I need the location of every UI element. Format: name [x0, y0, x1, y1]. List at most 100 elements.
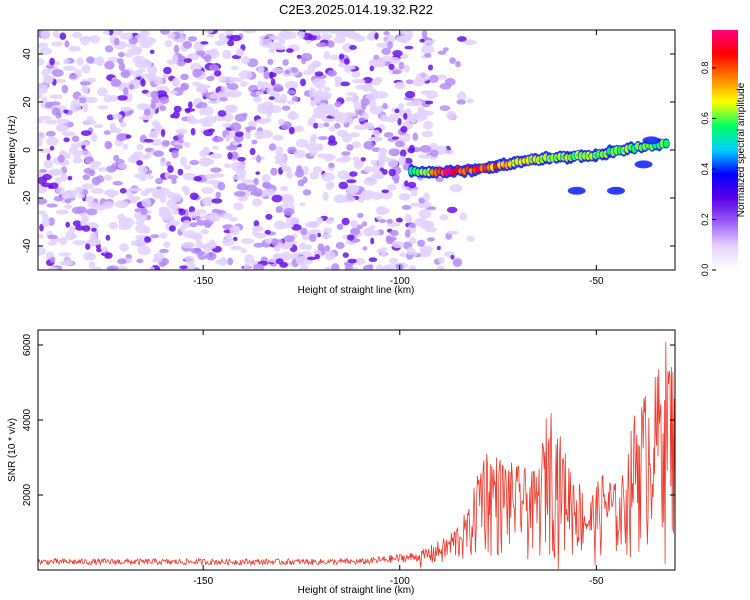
heatmap-cell	[370, 237, 375, 245]
heatmap-cell	[295, 256, 310, 266]
snr-plot-area	[38, 341, 675, 570]
heatmap-cell	[284, 195, 293, 202]
heatmap-cell	[302, 189, 312, 196]
heatmap-cell	[412, 99, 423, 107]
heatmap-cell	[324, 266, 332, 270]
heatmap-cell	[177, 138, 184, 144]
heatmap-cell	[227, 39, 235, 47]
heatmap-cell	[334, 101, 342, 108]
colorbar-tick-label: 0.6	[700, 112, 710, 125]
heatmap-cell	[352, 257, 366, 265]
heatmap-cell	[317, 153, 328, 159]
heatmap-cell	[72, 158, 83, 164]
heatmap-cell	[387, 41, 393, 50]
heatmap-cell	[414, 217, 428, 227]
heatmap-cell	[117, 163, 128, 170]
heatmap-cell	[361, 221, 368, 227]
heatmap-cell	[103, 94, 112, 103]
heatmap-cell	[398, 155, 407, 166]
snr-y-axis: 2000 4000 6000	[22, 333, 675, 506]
heatmap-cell	[390, 229, 399, 237]
heatmap-cell	[364, 191, 371, 201]
heatmap-cell	[244, 126, 257, 131]
heatmap-cell	[140, 155, 150, 160]
heatmap-cell	[173, 44, 180, 54]
heatmap-cell	[222, 237, 235, 247]
heatmap-cell	[130, 198, 138, 204]
heatmap-cell	[148, 266, 155, 270]
heatmap-cell	[91, 133, 98, 142]
heatmap-cell	[171, 178, 177, 184]
heatmap-cell	[376, 264, 383, 270]
heatmap-cell	[162, 214, 175, 222]
heatmap-cell	[250, 91, 257, 97]
heatmap-cell	[264, 229, 271, 235]
heatmap-cell	[296, 54, 302, 59]
heatmap-cell	[120, 122, 127, 128]
heatmap-cell	[256, 154, 262, 163]
heatmap-cell	[403, 133, 411, 142]
heatmap-cell	[356, 160, 365, 166]
heatmap-cell	[316, 232, 322, 238]
heatmap-cell	[184, 164, 192, 170]
heatmap-cell	[355, 84, 367, 90]
heatmap-cell	[201, 158, 215, 166]
heatmap-cell	[333, 122, 341, 129]
heatmap-cell	[140, 78, 146, 87]
heatmap-cell	[137, 165, 148, 174]
heatmap-cell	[71, 206, 84, 214]
heatmap-cell	[38, 137, 43, 147]
spectrogram-y-axis: -40 -20 0 20 40	[22, 48, 675, 253]
heatmap-cell	[183, 186, 190, 196]
heatmap-cell	[265, 213, 273, 220]
heatmap-cell	[287, 100, 295, 105]
heatmap-cell	[155, 177, 164, 185]
heatmap-cell	[200, 41, 209, 45]
heatmap-cell	[408, 265, 417, 270]
heatmap-cell	[90, 188, 104, 194]
heatmap-cell	[249, 148, 256, 156]
colorbar-tick-label: 0.0	[700, 264, 710, 277]
heatmap-cell	[320, 234, 332, 239]
heatmap-cell	[394, 108, 400, 114]
heatmap-cell	[341, 217, 350, 226]
heatmap-cell	[227, 257, 234, 266]
heatmap-cell	[63, 65, 77, 72]
heatmap-cell	[140, 207, 148, 216]
heatmap-cell	[117, 58, 124, 65]
heatmap-cell	[104, 60, 115, 70]
heatmap-cell	[231, 161, 246, 172]
heatmap-cell	[327, 181, 335, 187]
heatmap-cell	[38, 246, 47, 256]
heatmap-cell	[85, 243, 91, 250]
heatmap-cell	[351, 141, 361, 149]
heatmap-cell	[277, 118, 286, 126]
heatmap-cell	[299, 202, 306, 207]
heatmap-cell	[368, 264, 374, 269]
heatmap-cell	[200, 228, 209, 235]
heatmap-cell	[333, 194, 347, 204]
heatmap-cell	[147, 174, 154, 180]
heatmap-cell	[103, 30, 110, 35]
heatmap-cell	[159, 105, 167, 111]
heatmap-cell	[335, 242, 345, 249]
heatmap-cell	[309, 233, 317, 242]
heatmap-cell	[362, 246, 368, 251]
heatmap-cell	[204, 30, 214, 34]
colorbar-label: Normalized spectral amplitude	[736, 82, 747, 217]
heatmap-cell	[153, 76, 164, 86]
heatmap-cell	[291, 224, 302, 231]
heatmap-cell	[446, 110, 457, 120]
snr-panel: -150 -100 -50 2000 4000 6000 Height of strai…	[7, 329, 676, 596]
heatmap-cell	[435, 177, 444, 182]
heatmap-cell	[240, 238, 255, 245]
heatmap-cell	[209, 48, 218, 55]
heatmap-cell	[323, 227, 333, 234]
heatmap-cell	[83, 251, 94, 261]
heatmap-cell	[233, 202, 244, 211]
heatmap-cell	[241, 179, 255, 184]
heatmap-cell	[193, 176, 202, 182]
heatmap-cell	[270, 78, 276, 86]
heatmap-cell	[53, 195, 64, 202]
y-tick-label: 4000	[22, 408, 33, 431]
